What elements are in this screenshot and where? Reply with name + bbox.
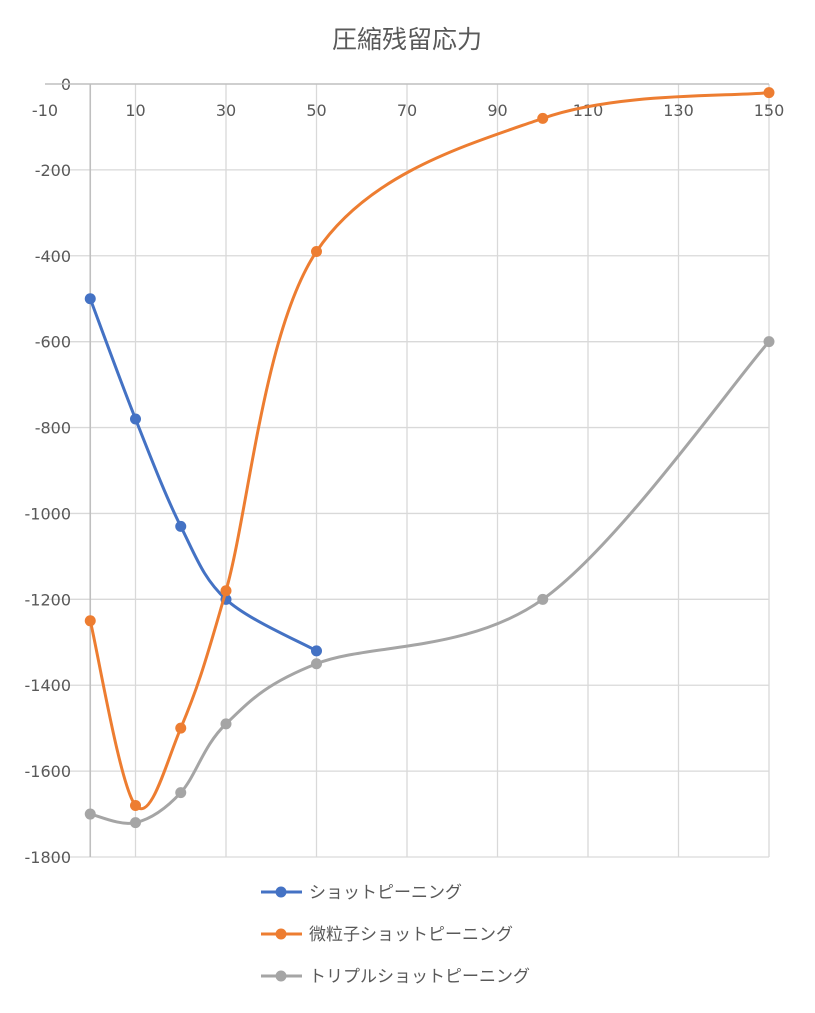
y-tick-label: -800 bbox=[35, 419, 71, 438]
y-tick-label: -200 bbox=[35, 161, 71, 180]
data-point bbox=[311, 658, 322, 670]
x-tick-label: 10 bbox=[125, 101, 145, 120]
series-line bbox=[88, 298, 318, 653]
series-3 bbox=[84, 336, 775, 829]
legend-label: ショットピーニング bbox=[309, 883, 462, 903]
legend-item: トリプルショットピーニング bbox=[261, 967, 530, 987]
chart-title: 圧縮残留応力 bbox=[332, 25, 482, 54]
y-tick-label: -1200 bbox=[25, 590, 72, 609]
legend-marker bbox=[275, 886, 287, 898]
x-tick-label: 130 bbox=[663, 101, 694, 120]
data-point bbox=[537, 112, 549, 124]
x-tick-label: 30 bbox=[216, 101, 236, 120]
legend-marker bbox=[275, 928, 287, 940]
y-tick-label: -1400 bbox=[25, 676, 72, 695]
data-point bbox=[175, 787, 187, 799]
legend-item: ショットピーニング bbox=[261, 883, 462, 903]
y-tick-label: -1800 bbox=[25, 848, 72, 867]
x-tick-label: -10 bbox=[32, 101, 58, 120]
data-point bbox=[130, 799, 141, 811]
data-point bbox=[311, 645, 322, 657]
data-point bbox=[84, 615, 96, 627]
y-tick-label: -400 bbox=[35, 247, 71, 266]
data-point bbox=[220, 718, 232, 730]
data-point bbox=[175, 520, 187, 532]
x-tick-label: 70 bbox=[397, 101, 417, 120]
data-point bbox=[130, 413, 141, 425]
data-point bbox=[175, 722, 187, 734]
x-tick-label: 50 bbox=[306, 101, 326, 120]
y-tick-label: -1000 bbox=[25, 504, 72, 523]
series-line bbox=[88, 91, 770, 810]
series-1 bbox=[84, 293, 322, 657]
x-tick-label: 90 bbox=[487, 101, 507, 120]
legend-label: トリプルショットピーニング bbox=[309, 967, 530, 987]
series-line bbox=[89, 340, 771, 825]
y-tick-label: -1600 bbox=[25, 762, 72, 781]
y-tick-label: -600 bbox=[35, 333, 71, 352]
series-layer bbox=[84, 87, 775, 829]
legend-item: 微粒子ショットピーニング bbox=[261, 925, 513, 945]
series-2 bbox=[84, 87, 775, 811]
data-point bbox=[84, 293, 96, 305]
x-tick-label: 150 bbox=[754, 101, 785, 120]
data-point bbox=[311, 245, 322, 257]
data-point bbox=[763, 87, 775, 99]
legend-label: 微粒子ショットピーニング bbox=[309, 925, 513, 945]
data-point bbox=[537, 593, 549, 605]
axes: 0-200-400-600-800-1000-1200-1400-1600-18… bbox=[25, 75, 785, 867]
data-point bbox=[84, 808, 96, 820]
data-point bbox=[763, 336, 775, 348]
data-point bbox=[220, 585, 232, 597]
gridlines bbox=[45, 84, 770, 858]
legend-marker bbox=[275, 970, 287, 982]
data-point bbox=[130, 817, 141, 829]
